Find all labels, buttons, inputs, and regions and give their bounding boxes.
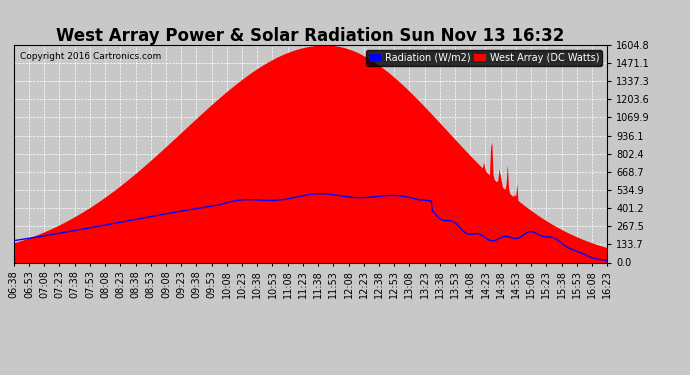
Text: Copyright 2016 Cartronics.com: Copyright 2016 Cartronics.com: [20, 51, 161, 60]
Title: West Array Power & Solar Radiation Sun Nov 13 16:32: West Array Power & Solar Radiation Sun N…: [57, 27, 564, 45]
Legend: Radiation (W/m2), West Array (DC Watts): Radiation (W/m2), West Array (DC Watts): [366, 50, 602, 66]
